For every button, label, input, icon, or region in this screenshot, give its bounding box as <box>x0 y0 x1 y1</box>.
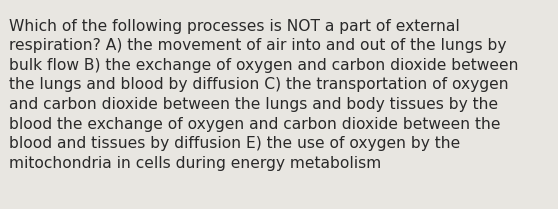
Text: Which of the following processes is NOT a part of external
respiration? A) the m: Which of the following processes is NOT … <box>9 19 518 171</box>
